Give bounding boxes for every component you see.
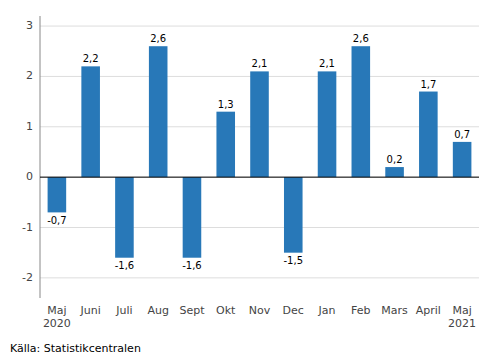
x-tick-label-line: Okt [216,304,236,317]
data-labels: -0,7 2,2 -1,6 2,6 -1,6 1,3 2,1 -1,5 2,1 2,6 0,2 1,7… [47,33,470,271]
x-tick-label-line: Maj [452,304,471,317]
bar [318,71,337,177]
bar [453,142,472,177]
data-label: 2,1 [252,58,268,69]
x-tick-label: April [416,304,441,317]
bar [284,177,303,253]
data-label: 2,6 [353,33,369,44]
x-tick-label: Maj2021 [448,304,476,330]
data-label: 2,6 [150,33,166,44]
data-label: 2,2 [83,53,99,64]
y-tick-label: -1 [22,221,33,234]
bars [48,46,472,258]
x-tick-label-line: Dec [283,304,304,317]
bar [216,112,235,177]
x-tick-label-line: Juni [80,304,101,317]
page: {"chart_data": {"type": "bar", "categori… [0,0,493,360]
x-tick-label: Sept [179,304,205,317]
source-text: Källa: Statistikcentralen [10,342,141,355]
x-tick-label: Okt [216,304,236,317]
data-label: 2,1 [319,58,335,69]
y-axis-line [40,16,41,298]
data-label: 1,3 [218,99,234,110]
x-tick-label: Mars [381,304,408,317]
baseline [40,177,479,178]
bar [149,46,168,177]
data-label: -1,6 [115,260,135,271]
x-tick-label-line: 2020 [43,317,71,330]
x-tick-label: Nov [249,304,271,317]
bar [115,177,134,258]
x-tick-label: Juni [80,304,101,317]
x-tick-label-line: Nov [249,304,271,317]
data-label: 1,7 [420,79,436,90]
data-label: -0,7 [47,215,67,226]
bar [48,177,67,212]
data-label: -1,5 [284,255,304,266]
x-tick-label-line: Juli [115,304,132,317]
x-tick-label-line: Feb [351,304,370,317]
y-tick-label: -2 [22,271,33,284]
x-tick-label: Maj2020 [43,304,71,330]
bar [183,177,202,258]
x-tick-label-line: Aug [147,304,168,317]
grid [40,26,479,278]
chart-container: -2 -1 0 1 2 3 -0,7 2,2 -1,6 2,6 -1,6 1,3 2,1 -1,5 2,1 2… [0,0,493,360]
x-tick-label: Jan [318,304,336,317]
bar [352,46,371,177]
y-tick-label: 2 [26,69,33,82]
x-tick-label-line: Maj [47,304,66,317]
grid-line [40,177,479,178]
data-label: -1,6 [182,260,202,271]
y-axis: -2 -1 0 1 2 3 [22,16,40,298]
y-tick-label: 1 [26,120,33,133]
x-tick-label-line: 2021 [448,317,476,330]
x-tick-label: Aug [147,304,168,317]
data-label: 0,7 [454,129,470,140]
bar [419,92,438,178]
bar [250,71,269,177]
x-tick-label: Dec [283,304,304,317]
bar [81,66,100,177]
y-tick-label: 0 [26,170,33,183]
x-tick-label: Juli [115,304,132,317]
x-axis: Maj2020JuniJuliAugSeptOktNovDecJanFebMar… [43,304,476,330]
data-label: 0,2 [387,154,403,165]
grid-line [40,26,479,27]
x-tick-label-line: Jan [318,304,336,317]
x-tick-label-line: Mars [381,304,408,317]
x-tick-label: Feb [351,304,370,317]
bar [385,167,404,177]
y-tick-label: 3 [26,19,33,32]
chart: -2 -1 0 1 2 3 -0,7 2,2 -1,6 2,6 -1,6 1,3 2,1 -1,5 2,1 2… [0,0,493,360]
grid-line [40,227,479,228]
x-tick-label-line: April [416,304,441,317]
grid-line [40,277,479,278]
x-tick-label-line: Sept [179,304,205,317]
